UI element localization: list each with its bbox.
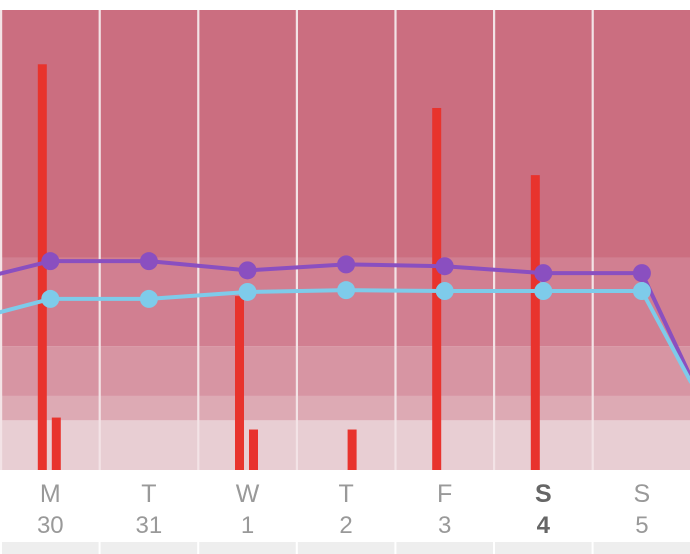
- band-2: [0, 346, 690, 396]
- bar-day-2-2: [235, 296, 244, 470]
- day-separators: [0, 0, 690, 470]
- day-separator: [295, 10, 298, 470]
- background-bands: [0, 10, 690, 470]
- day-separator: [394, 10, 397, 470]
- series-1-point-2: [139, 289, 158, 308]
- band-0: [0, 420, 690, 470]
- band-1: [0, 395, 690, 421]
- series-1-point-6: [534, 282, 553, 301]
- bar-day-0-0: [37, 64, 47, 470]
- series-0-point-2: [139, 252, 158, 271]
- series-1-point-5: [435, 282, 454, 301]
- footer-cell-6: [593, 542, 690, 554]
- footer-cell-1: [100, 542, 198, 554]
- series-0-point-4: [337, 255, 356, 274]
- bar-day-2-3: [249, 429, 258, 470]
- series-1-point-7: [632, 282, 651, 301]
- day-letter-0: M: [40, 480, 61, 508]
- footer-cell-4: [396, 542, 493, 554]
- series-1-point-3: [238, 282, 257, 301]
- day-separator: [98, 10, 101, 470]
- footer-cell-2: [199, 542, 296, 554]
- day-letter-6: S: [634, 480, 651, 508]
- bar-day-0-1: [51, 417, 61, 470]
- day-separator: [197, 10, 200, 470]
- day-letter-4: F: [437, 480, 452, 508]
- series-1-point-4: [337, 281, 356, 300]
- footer-cell-3: [297, 542, 395, 554]
- day-letter-2: W: [236, 480, 260, 508]
- day-letter-1: T: [141, 480, 156, 508]
- series-1-point-1: [41, 289, 60, 308]
- series-lines: [0, 252, 690, 384]
- series-0-point-1: [41, 252, 60, 271]
- day-labels: M 30 T 31 W 1 T 2 F 3 S 4 S 5: [37, 480, 650, 539]
- day-date-1: 31: [136, 512, 163, 539]
- day-date-3: 2: [339, 512, 352, 539]
- bar-day-5-6: [530, 175, 540, 470]
- bar-day-3-4: [347, 429, 357, 470]
- series-0-point-5: [435, 257, 454, 276]
- day-letter-5: S: [535, 480, 552, 508]
- series-0-point-7: [632, 264, 651, 283]
- band-4: [0, 10, 690, 258]
- day-date-6: 5: [635, 512, 648, 539]
- day-separator: [493, 10, 496, 470]
- footer-strip: [2, 542, 690, 554]
- day-date-0: 30: [37, 512, 64, 539]
- day-separator: [591, 10, 594, 470]
- day-separator: [0, 10, 3, 470]
- series-0-point-3: [238, 261, 257, 280]
- footer-cell-0: [2, 542, 99, 554]
- day-date-5: 4: [537, 512, 551, 539]
- day-letter-3: T: [338, 480, 353, 508]
- day-date-2: 1: [241, 512, 254, 539]
- series-0-point-6: [534, 264, 553, 283]
- footer-cell-5: [495, 542, 592, 554]
- day-date-4: 3: [438, 512, 451, 539]
- top-margin: [0, 0, 690, 10]
